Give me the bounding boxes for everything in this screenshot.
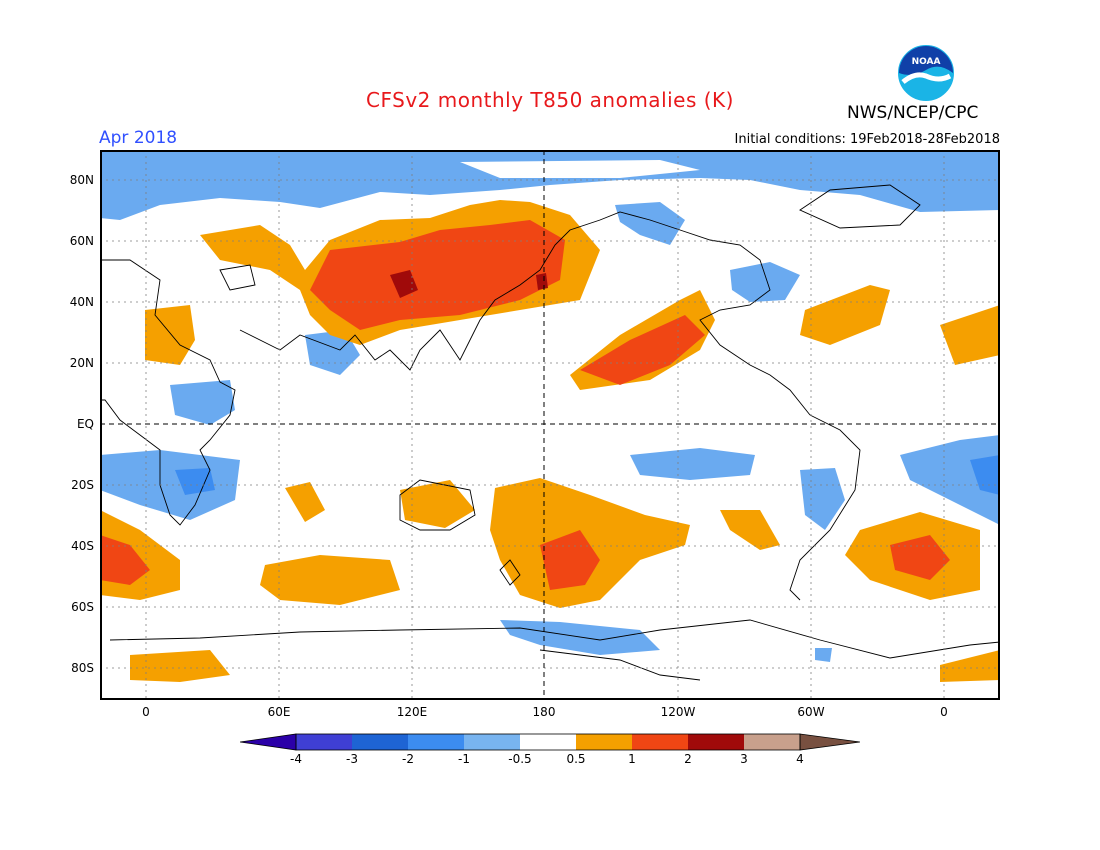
lat-label: 40S — [71, 539, 94, 553]
lon-label: 120W — [660, 705, 696, 719]
anomaly-map — [100, 150, 1000, 700]
graticule — [100, 150, 1000, 700]
colorbar-label: 3 — [740, 752, 748, 766]
lon-label: 60W — [797, 705, 825, 719]
lat-label: 80N — [69, 173, 94, 187]
colorbar-swatch — [632, 734, 688, 750]
lat-label: 60S — [71, 600, 94, 614]
colorbar-label: -2 — [402, 752, 414, 766]
noaa-logo-icon: NOAA — [896, 43, 956, 103]
colorbar-label: -1 — [458, 752, 470, 766]
colorbar-swatch — [576, 734, 632, 750]
map-frame — [100, 150, 1000, 700]
lon-label: 0 — [142, 705, 150, 719]
agency-label: NWS/NCEP/CPC — [847, 103, 979, 123]
colorbar-label: -0.5 — [508, 752, 532, 766]
lon-label: 180 — [532, 705, 556, 719]
colorbar-label: 2 — [684, 752, 692, 766]
colorbar-label: 0.5 — [566, 752, 586, 766]
lat-label: 60N — [69, 234, 94, 248]
colorbar-swatch — [688, 734, 744, 750]
colorbar-label: 4 — [796, 752, 804, 766]
lat-label: 40N — [69, 295, 94, 309]
lat-label: 20S — [71, 478, 94, 492]
forecast-period: Apr 2018 — [99, 128, 178, 148]
lon-label: 60E — [267, 705, 291, 719]
colorbar-swatch — [800, 734, 860, 750]
colorbar-label: -3 — [346, 752, 358, 766]
colorbar-swatch — [464, 734, 520, 750]
warm-anomaly-areas — [100, 200, 1000, 682]
lon-label: 0 — [940, 705, 948, 719]
colorbar-swatch — [408, 734, 464, 750]
lat-label: 20N — [69, 356, 94, 370]
colorbar-swatch — [520, 734, 576, 750]
colorbar — [240, 733, 860, 751]
colorbar-swatch — [296, 734, 352, 750]
map-title: CFSv2 monthly T850 anomalies (K) — [366, 88, 734, 112]
lat-label: 80S — [71, 661, 94, 675]
logo-text: NOAA — [912, 57, 941, 67]
colorbar-label: -4 — [290, 752, 302, 766]
lat-label: EQ — [76, 417, 94, 431]
colorbar-label: 1 — [628, 752, 636, 766]
cold-anomaly-areas — [100, 150, 1000, 662]
colorbar-swatch — [744, 734, 800, 750]
lon-label: 120E — [396, 705, 428, 719]
colorbar-swatch — [352, 734, 408, 750]
colorbar-swatch — [240, 734, 296, 750]
coastlines — [100, 184, 1000, 681]
initial-conditions: Initial conditions: 19Feb2018-28Feb2018 — [734, 132, 1000, 147]
